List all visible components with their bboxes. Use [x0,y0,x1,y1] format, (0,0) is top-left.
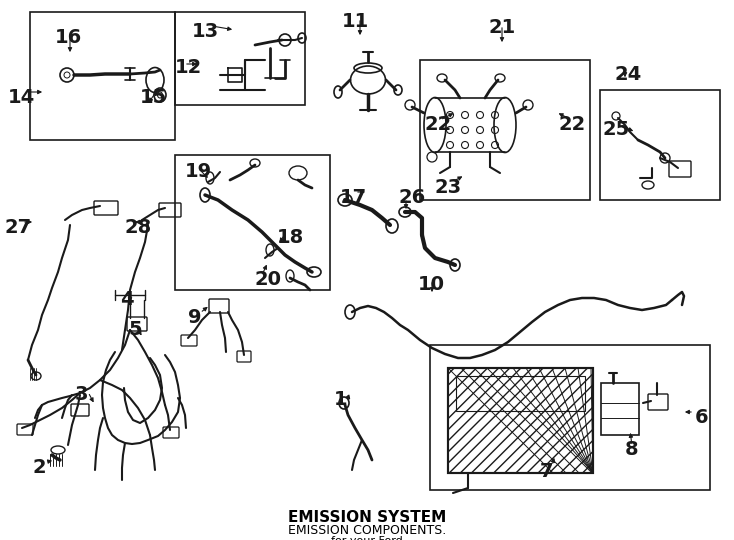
Text: 4: 4 [120,290,134,309]
Text: 21: 21 [488,18,515,37]
Text: 9: 9 [188,308,202,327]
Text: 13: 13 [192,22,219,41]
Bar [430,345,710,490]
Text: 3: 3 [75,385,89,404]
Text: 20: 20 [255,270,282,289]
Text: 25: 25 [603,120,631,139]
Text: 1: 1 [334,390,348,409]
Text: 22: 22 [558,115,585,134]
Text: 23: 23 [435,178,462,197]
Bar [175,155,330,290]
Text: 11: 11 [342,12,369,31]
Text: 27: 27 [5,218,32,237]
Text: 5: 5 [128,320,142,339]
Text: 10: 10 [418,275,445,294]
Text: 28: 28 [125,218,152,237]
Text: 8: 8 [625,440,639,459]
Text: for your Ford: for your Ford [331,536,403,540]
Text: 24: 24 [615,65,642,84]
Text: 18: 18 [277,228,305,247]
Text: 7: 7 [540,462,553,481]
Text: 12: 12 [175,58,203,77]
Text: 16: 16 [55,28,82,47]
Bar [175,12,305,105]
Bar [601,383,639,435]
Text: 15: 15 [140,88,167,107]
Bar [448,368,593,473]
Text: 17: 17 [340,188,367,207]
Text: EMISSION SYSTEM: EMISSION SYSTEM [288,510,446,525]
Text: 6: 6 [695,408,708,427]
Text: 22: 22 [425,115,452,134]
Bar [30,12,175,140]
Bar [456,376,585,411]
Text: EMISSION COMPONENTS.: EMISSION COMPONENTS. [288,524,446,537]
Text: 2: 2 [32,458,46,477]
Text: 14: 14 [8,88,35,107]
Text: 26: 26 [398,188,425,207]
Bar [600,90,720,200]
Bar [448,368,593,473]
Bar [420,60,590,200]
Text: 19: 19 [185,162,212,181]
